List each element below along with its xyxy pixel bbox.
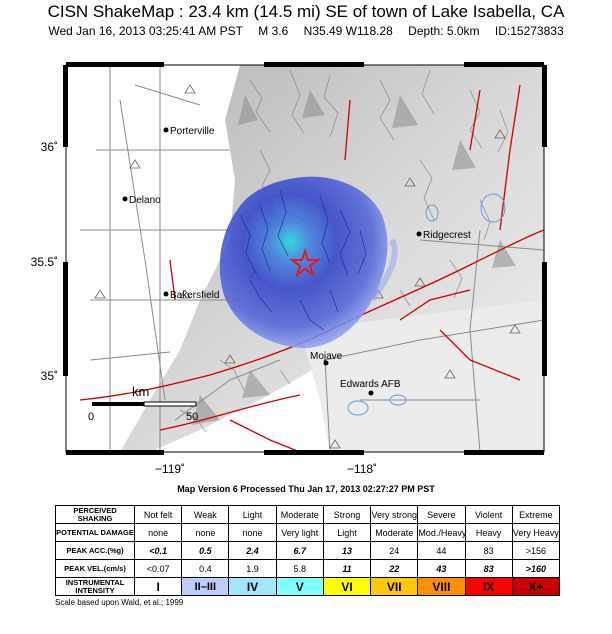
legend-row-perceived-shaking: PERCEIVED SHAKING Not felt Weak Light Mo… bbox=[55, 505, 561, 524]
legend-cell: Very light bbox=[275, 523, 324, 542]
page-title: CISN ShakeMap : 23.4 km (14.5 mi) SE of … bbox=[47, 2, 565, 21]
legend-cell: Light bbox=[228, 505, 277, 524]
legend-row-peak-acc: PEAK ACC.(%g) <0.1 0.5 2.4 6.7 13 24 44 … bbox=[55, 541, 561, 560]
city-dot-edwards-afb bbox=[368, 390, 374, 396]
city-dot-ridgecrest bbox=[416, 231, 422, 237]
intensity-cell-x-plus: X+ bbox=[511, 577, 561, 596]
scale-bar: km 0 50 bbox=[88, 384, 198, 423]
legend-cell: >160 bbox=[511, 559, 561, 578]
legend-cell: 0.4 bbox=[181, 559, 230, 578]
legend-cell: 43 bbox=[417, 559, 466, 578]
legend-cell: 6.7 bbox=[275, 541, 324, 560]
map-version: Map Version 6 Processed Thu Jan 17, 2013… bbox=[177, 484, 435, 494]
legend-header: POTENTIAL DAMAGE bbox=[55, 523, 135, 542]
legend-cell: <0.07 bbox=[133, 559, 183, 578]
city-markers bbox=[122, 127, 422, 396]
intensity-legend-table: PERCEIVED SHAKING Not felt Weak Light Mo… bbox=[55, 505, 561, 596]
scale-bar-tick-0: 0 bbox=[88, 411, 94, 423]
legend-cell: <0.1 bbox=[133, 541, 183, 560]
event-location: N35.49 W118.28 bbox=[303, 24, 393, 38]
legend-cell: Violent bbox=[464, 505, 513, 524]
event-depth: Depth: 5.0km bbox=[408, 24, 480, 38]
event-magnitude: M 3.6 bbox=[258, 24, 289, 38]
legend-cell: Very strong bbox=[370, 505, 419, 524]
legend-cell: 83 bbox=[464, 559, 513, 578]
legend-cell: 5.8 bbox=[275, 559, 324, 578]
legend-row-instrumental-intensity: INSTRUMENTAL INTENSITY I II–III IV V VI … bbox=[55, 577, 561, 596]
legend-cell: Moderate bbox=[275, 505, 324, 524]
legend-cell: 13 bbox=[322, 541, 372, 560]
legend-cell: none bbox=[181, 523, 230, 542]
intensity-cell-i: I bbox=[133, 577, 183, 596]
legend-header: PEAK VEL.(cm/s) bbox=[55, 559, 135, 578]
city-dot-mojave bbox=[323, 360, 329, 366]
intensity-cell-vi: VI bbox=[322, 577, 372, 596]
legend-cell: 1.9 bbox=[228, 559, 277, 578]
lon-label-118: −118˚ bbox=[347, 462, 377, 476]
legend-cell: 24 bbox=[370, 541, 419, 560]
legend-row-peak-vel: PEAK VEL.(cm/s) <0.07 0.4 1.9 5.8 11 22 … bbox=[55, 559, 561, 578]
legend-cell: 83 bbox=[464, 541, 513, 560]
scale-bar-tick-50: 50 bbox=[186, 411, 198, 423]
city-label-ridgecrest: Ridgecrest bbox=[423, 230, 471, 241]
epicenter-star bbox=[289, 247, 321, 278]
city-dot-bakersfield bbox=[163, 291, 169, 297]
roads bbox=[80, 65, 545, 453]
legend-cell: Very Heavy bbox=[511, 523, 561, 542]
map-frame-ticks bbox=[63, 62, 547, 455]
legend-cell: none bbox=[228, 523, 277, 542]
intensity-cell-iv: IV bbox=[228, 577, 277, 596]
legend-cell: Extreme bbox=[511, 505, 561, 524]
legend-cell: 2.4 bbox=[228, 541, 277, 560]
lat-label-35: 35˚ bbox=[41, 369, 58, 383]
legend-cell: Heavy bbox=[464, 523, 513, 542]
legend-header: INSTRUMENTAL INTENSITY bbox=[55, 577, 135, 596]
legend-header: PEAK ACC.(%g) bbox=[55, 541, 135, 560]
legend-cell: 22 bbox=[370, 559, 419, 578]
legend-cell: 0.5 bbox=[181, 541, 230, 560]
faults bbox=[79, 84, 545, 453]
intensity-cell-v: V bbox=[275, 577, 324, 596]
city-label-edwards-afb: Edwards AFB bbox=[340, 379, 401, 390]
legend-cell: >156 bbox=[511, 541, 561, 560]
shake-intensity-area bbox=[219, 176, 398, 349]
city-label-bakersfield: Bakersfield bbox=[170, 290, 219, 301]
lat-label-36: 36˚ bbox=[41, 140, 58, 154]
legend-cell: Strong bbox=[322, 505, 372, 524]
legend-cell: none bbox=[133, 523, 183, 542]
lat-label-35-5: 35.5˚ bbox=[31, 255, 58, 269]
intensity-cell-ix: IX bbox=[464, 577, 513, 596]
event-details: Wed Jan 16, 2013 03:25:41 AM PST M 3.6 N… bbox=[0, 24, 612, 38]
scale-bar-unit: km bbox=[132, 384, 149, 399]
city-dot-delano bbox=[122, 196, 128, 202]
legend-cell: Weak bbox=[181, 505, 230, 524]
city-label-porterville: Porterville bbox=[170, 126, 215, 137]
legend-row-potential-damage: POTENTIAL DAMAGE none none none Very lig… bbox=[55, 523, 561, 542]
city-label-mojave: Mojave bbox=[310, 351, 343, 362]
event-datetime: Wed Jan 16, 2013 03:25:41 AM PST bbox=[48, 24, 243, 38]
legend-cell: Not felt bbox=[133, 505, 183, 524]
scale-note: Scale based upon Wald, et al.; 1999 bbox=[55, 598, 184, 607]
legend-header: PERCEIVED SHAKING bbox=[55, 505, 135, 524]
intensity-cell-viii: VIII bbox=[417, 577, 466, 596]
city-label-delano: Delano bbox=[129, 195, 161, 206]
intensity-cell-vii: VII bbox=[370, 577, 419, 596]
legend-cell: Mod./Heavy bbox=[417, 523, 466, 542]
legend-cell: 44 bbox=[417, 541, 466, 560]
shakemap: Porterville Delano Ridgecrest Bakersfiel… bbox=[31, 62, 547, 476]
intensity-cell-ii-iii: II–III bbox=[181, 577, 230, 596]
legend-cell: Moderate bbox=[370, 523, 419, 542]
city-dot-porterville bbox=[163, 127, 169, 133]
legend-cell: Severe bbox=[417, 505, 466, 524]
lon-label-119: −119˚ bbox=[155, 462, 185, 476]
legend-cell: 11 bbox=[322, 559, 372, 578]
event-id: ID:15273833 bbox=[494, 24, 564, 38]
legend-cell: Light bbox=[322, 523, 372, 542]
